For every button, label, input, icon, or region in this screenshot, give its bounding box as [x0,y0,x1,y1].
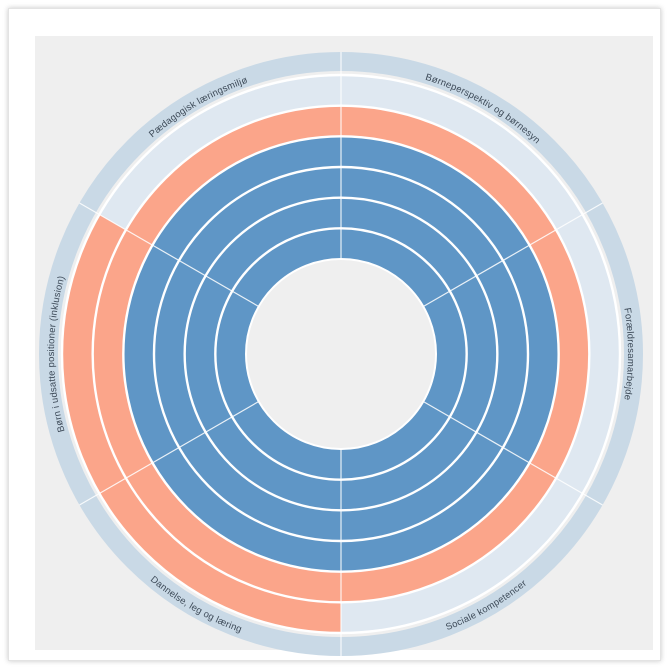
segment-4-ring-5 [125,462,341,603]
segment-6-ring-3 [179,167,341,276]
segment-4-ring-3 [179,432,341,541]
radial-separator-3 [422,400,603,506]
radial-separator-6 [79,202,260,308]
segment-6-ring-1 [232,228,341,307]
radial-separator-5 [79,400,260,506]
inner-hole-edge [245,258,437,450]
segment-1-ring-4 [341,136,530,261]
segment-6-ring-4 [152,136,341,261]
segment-5-ring-1 [215,291,259,417]
segment-6-ring-5 [125,105,341,246]
segment-4-ring-4 [152,447,341,572]
segment-4-ring-6 [99,478,342,633]
segment-3-ring-2 [341,416,477,511]
segment-6-ring-2 [205,197,341,292]
segment-3-ring-6 [341,478,583,633]
segment-2-ring-6 [556,214,620,494]
segment-3-ring-4 [341,447,530,572]
segment-2-ring-1 [423,291,467,417]
radial-separator-2 [422,202,603,308]
segment-5-ring-2 [184,275,233,433]
segment-5-ring-4 [123,245,180,463]
segment-2-ring-4 [502,245,559,463]
segment-1-ring-1 [341,228,450,307]
segment-6-ring-6 [99,75,342,230]
segment-1-ring-5 [341,105,557,246]
segment-4-ring-2 [205,416,341,511]
segment-1-ring-6 [341,75,583,230]
segment-3-ring-3 [341,432,503,541]
segment-2-ring-2 [449,275,498,433]
segment-5-ring-3 [154,260,206,448]
segment-3-ring-1 [341,401,450,480]
segment-2-ring-3 [476,260,528,448]
segment-3-ring-5 [341,462,557,603]
segment-1-ring-2 [341,197,477,292]
segment-5-ring-6 [62,214,126,494]
segment-1-ring-3 [341,167,503,276]
segment-4-ring-1 [232,401,341,480]
segment-label-2: Forældresamarbejde [621,307,636,401]
